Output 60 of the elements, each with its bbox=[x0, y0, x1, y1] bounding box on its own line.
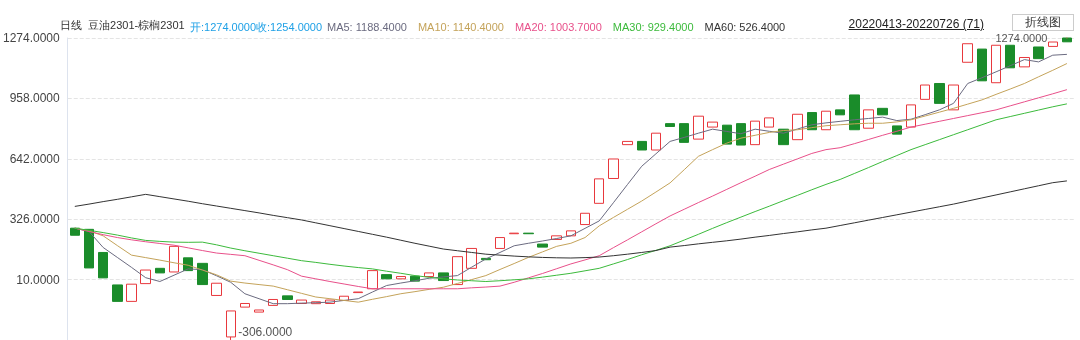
candlestick bbox=[934, 82, 945, 104]
candlestick bbox=[651, 132, 661, 151]
candlestick bbox=[396, 276, 406, 280]
candlestick bbox=[254, 309, 264, 313]
chart-title: 日线 豆油2301-棕榈2301 bbox=[60, 18, 185, 31]
candlestick bbox=[381, 274, 392, 280]
chart-subtitle: 20220413-20220726 (71) bbox=[848, 17, 984, 31]
candlestick bbox=[1005, 44, 1015, 69]
candlestick bbox=[282, 295, 293, 300]
candlestick bbox=[537, 243, 548, 248]
candlestick bbox=[580, 212, 590, 226]
candlestick bbox=[1033, 46, 1044, 60]
candlestick bbox=[495, 237, 505, 249]
candlestick bbox=[240, 302, 250, 308]
candlestick bbox=[707, 121, 718, 128]
text: MA60: 526.4000 bbox=[704, 21, 786, 33]
candlestick bbox=[353, 291, 363, 294]
y-tick-label: 326.0000 bbox=[9, 212, 61, 227]
candlestick bbox=[920, 84, 930, 100]
candlestick bbox=[98, 251, 108, 279]
line-series bbox=[74, 180, 1068, 259]
candlestick bbox=[197, 262, 208, 286]
candlestick bbox=[750, 120, 760, 146]
candlestick bbox=[877, 107, 888, 116]
y-tick-label: 1274.0000 bbox=[2, 31, 61, 45]
y-tick-label: 10.0000 bbox=[16, 272, 61, 287]
chart-type-button: 折线图 bbox=[1012, 14, 1074, 31]
text: MA30: 929.4000 bbox=[612, 21, 694, 33]
candlestick bbox=[622, 140, 633, 146]
candlestick bbox=[70, 227, 80, 236]
y-tick-label: 958.0000 bbox=[9, 91, 61, 106]
candlestick bbox=[665, 123, 675, 127]
candlestick bbox=[991, 44, 1001, 84]
text: MA10: 1140.4000 bbox=[417, 21, 504, 33]
candlestick bbox=[693, 115, 704, 140]
candlestick bbox=[679, 123, 689, 143]
candlestick bbox=[424, 272, 434, 278]
annotation: -306.0000 bbox=[238, 325, 293, 339]
candlestick bbox=[608, 158, 619, 179]
candlestick bbox=[112, 284, 123, 302]
candlestick bbox=[126, 283, 137, 302]
candlestick bbox=[84, 228, 94, 269]
candlestick bbox=[764, 117, 774, 128]
text: MA5: 1188.4000 bbox=[327, 21, 407, 33]
candlestick bbox=[637, 140, 647, 151]
candlestick bbox=[211, 282, 222, 296]
annotation: 1274.0000 bbox=[995, 32, 1048, 44]
candlestick bbox=[155, 267, 165, 274]
candlestick bbox=[977, 48, 987, 82]
candlestick bbox=[962, 43, 973, 63]
candlestick bbox=[169, 245, 179, 273]
candlestick bbox=[792, 113, 803, 141]
candlestick bbox=[367, 270, 378, 290]
candlestick bbox=[835, 109, 845, 116]
text: 开:1274.0000收:1254.0000 bbox=[190, 20, 323, 35]
text: MA20: 1003.7000 bbox=[514, 21, 602, 33]
y-tick-label: 642.0000 bbox=[9, 151, 61, 166]
candlestick bbox=[1048, 41, 1058, 47]
candlestick bbox=[594, 178, 604, 204]
candlestick bbox=[849, 94, 860, 131]
